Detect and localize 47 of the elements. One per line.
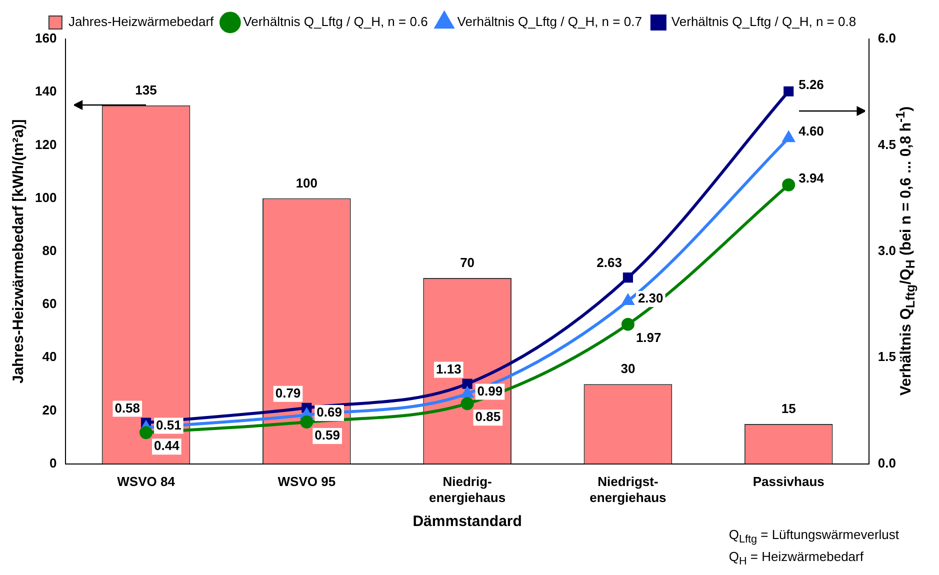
x-tick-label: WSVO 84 bbox=[117, 474, 176, 490]
data-label: 1.97 bbox=[636, 330, 662, 345]
y-tick-label: 60 bbox=[42, 296, 57, 312]
y-tick-label: 20 bbox=[42, 402, 57, 418]
x-tick-label: Niedrig-energiehaus bbox=[429, 474, 506, 505]
y-tick-label: 100 bbox=[34, 190, 57, 205]
legend-label: Jahres-Heizwärmebedarf bbox=[68, 14, 214, 30]
y-tick-label: 40 bbox=[42, 349, 57, 364]
data-label: 1.13 bbox=[436, 361, 462, 376]
y-tick-label: 80 bbox=[42, 242, 57, 258]
x-tick-label: Niedrigst-energiehaus bbox=[590, 474, 666, 505]
data-label: 0.51 bbox=[156, 417, 182, 432]
data-label: 0.79 bbox=[275, 385, 301, 400]
y-tick-label: 160 bbox=[34, 30, 57, 46]
data-label: 0.69 bbox=[316, 404, 342, 420]
y2-tick-label: 0.0 bbox=[878, 455, 896, 470]
data-label: 30 bbox=[620, 361, 636, 376]
data-label: 100 bbox=[296, 175, 318, 190]
data-label: 4.60 bbox=[798, 124, 824, 139]
data-label: 2.63 bbox=[596, 255, 622, 270]
data-label: 5.26 bbox=[798, 76, 824, 92]
text: Q$_{H}$ = Heizwärmebedarf bbox=[728, 548, 864, 570]
y2-tick-label: 4.5 bbox=[878, 136, 896, 152]
legend-label: Verhältnis Q_Lftg / Q_H, n = 0.8 bbox=[671, 14, 856, 30]
x-tick-label: Passivhaus bbox=[752, 474, 824, 490]
data-label: 0.58 bbox=[114, 400, 140, 416]
data-label: 135 bbox=[135, 82, 157, 98]
text: Q$_{Lftg}$ = Lüftungswärmeverlust bbox=[728, 526, 899, 548]
x-axis-title: Dämmstandard bbox=[412, 513, 522, 530]
y2-tick-label: 1.5 bbox=[878, 349, 896, 364]
y2-tick-label: 3.0 bbox=[878, 242, 896, 258]
legend-label: Verhältnis Q_Lftg / Q_H, n = 0.7 bbox=[457, 14, 642, 30]
data-label: 0.99 bbox=[477, 383, 503, 398]
data-label: 70 bbox=[460, 255, 475, 270]
data-label: 0.59 bbox=[314, 428, 340, 443]
y2-tick-label: 6.0 bbox=[878, 30, 896, 46]
x-tick-label: WSVO 95 bbox=[278, 474, 336, 490]
data-label: 15 bbox=[781, 401, 796, 416]
y-tick-label: 120 bbox=[34, 136, 57, 152]
data-label: 0.44 bbox=[154, 438, 180, 454]
y-axis-title: Jahres-Heizwärmebedarf [kWh/(m²a)] bbox=[10, 119, 28, 384]
y-tick-label: 0 bbox=[49, 455, 57, 470]
data-label: 2.30 bbox=[638, 290, 664, 306]
data-label: 3.94 bbox=[798, 170, 825, 186]
legend-label: Verhältnis Q_Lftg / Q_H, n = 0.6 bbox=[243, 14, 428, 30]
data-label: 0.85 bbox=[475, 409, 501, 424]
y-tick-label: 140 bbox=[34, 84, 57, 99]
